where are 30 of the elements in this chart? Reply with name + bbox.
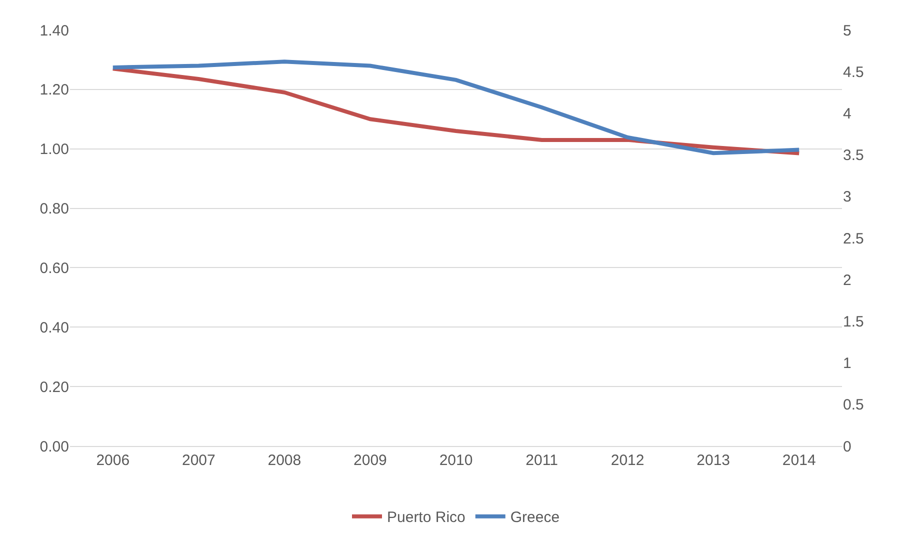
x-tick-label: 2009 bbox=[354, 452, 387, 469]
legend-label: Greece bbox=[510, 509, 560, 526]
y-tick-label: 1.20 bbox=[40, 82, 69, 99]
y2-tick-label: 1 bbox=[843, 355, 852, 372]
x-tick-label: 2014 bbox=[782, 452, 816, 469]
x-tick-label: 2012 bbox=[610, 452, 644, 469]
legend-label: Puerto Rico bbox=[387, 509, 466, 526]
y-tick-label: 0.40 bbox=[40, 319, 69, 336]
y2-tick-label: 2.5 bbox=[843, 230, 864, 248]
x-tick-label: 2008 bbox=[268, 452, 302, 469]
y2-tick-label: 3.5 bbox=[843, 147, 864, 164]
y2-tick-label: 4 bbox=[843, 105, 852, 122]
y-tick-label: 0.80 bbox=[40, 200, 69, 218]
y-tick-label: 1.40 bbox=[40, 22, 69, 40]
y-tick-label: 0.00 bbox=[40, 438, 69, 456]
x-tick-label: 2010 bbox=[439, 452, 473, 469]
y-tick-label: 1.00 bbox=[40, 141, 69, 158]
y2-tick-label: 3 bbox=[843, 188, 852, 206]
y2-tick-label: 5 bbox=[843, 22, 852, 40]
y2-tick-label: 1.5 bbox=[843, 313, 864, 330]
x-tick-label: 2006 bbox=[96, 452, 130, 469]
y2-tick-label: 0 bbox=[843, 438, 852, 456]
x-tick-label: 2007 bbox=[182, 452, 216, 469]
y2-tick-label: 2 bbox=[843, 272, 852, 289]
x-tick-label: 2013 bbox=[696, 452, 730, 469]
y2-tick-label: 4.5 bbox=[843, 64, 864, 81]
y-tick-label: 0.20 bbox=[40, 378, 69, 396]
x-tick-label: 2011 bbox=[526, 452, 558, 469]
y-tick-label: 0.60 bbox=[40, 260, 69, 277]
y2-tick-label: 0.5 bbox=[843, 396, 864, 414]
